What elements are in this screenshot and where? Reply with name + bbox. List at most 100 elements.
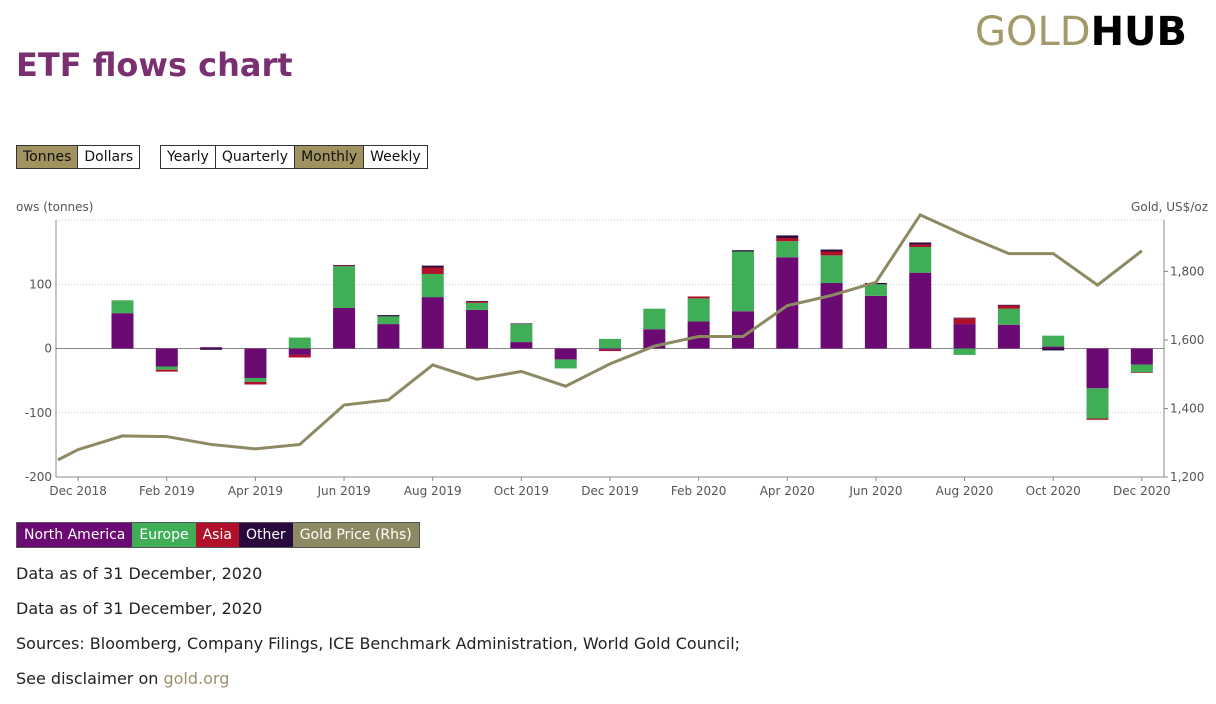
bar-europe xyxy=(155,366,178,370)
bar-europe xyxy=(554,359,577,369)
legend-asia[interactable]: Asia xyxy=(195,523,239,547)
bar-europe xyxy=(731,251,754,312)
bar-north-america xyxy=(421,297,444,349)
bar-asia xyxy=(466,301,489,303)
bar-other xyxy=(377,315,400,317)
bar-north-america xyxy=(200,347,223,349)
x-tick-label: Jun 2020 xyxy=(848,484,902,498)
bar-europe xyxy=(111,300,134,314)
data-as-of-note: Data as of 31 December, 2020 xyxy=(16,564,263,583)
bar-north-america xyxy=(909,272,932,349)
bar-asia xyxy=(776,237,799,242)
legend-north-america[interactable]: North America xyxy=(17,523,133,547)
left-tick-label: 100 xyxy=(29,277,52,291)
x-tick-label: Feb 2019 xyxy=(139,484,195,498)
bar-north-america xyxy=(599,348,621,350)
x-tick-label: Dec 2018 xyxy=(49,484,107,498)
bar-other xyxy=(510,323,533,325)
bar-north-america xyxy=(111,313,134,349)
logo-gold-text: GOLD xyxy=(975,9,1091,55)
x-tick-label: Oct 2020 xyxy=(1026,484,1081,498)
bar-other xyxy=(333,264,356,266)
bar-other xyxy=(731,250,754,252)
bar-other xyxy=(421,265,444,268)
yearly-button[interactable]: Yearly xyxy=(160,145,216,169)
bar-north-america xyxy=(997,324,1020,349)
bar-north-america xyxy=(864,295,887,349)
right-tick-label: 1,600 xyxy=(1170,333,1204,347)
bar-other xyxy=(953,317,976,319)
legend-gold-price[interactable]: Gold Price (Rhs) xyxy=(292,523,419,547)
bar-europe xyxy=(421,273,444,298)
bar-other xyxy=(200,348,223,350)
bar-other xyxy=(1042,348,1065,351)
bar-europe xyxy=(864,284,887,296)
data-as-of-note-repeat: Data as of 31 December, 2020 xyxy=(16,599,263,618)
x-tick-label: Jun 2019 xyxy=(317,484,371,498)
bar-north-america xyxy=(1130,348,1153,365)
bar-europe xyxy=(599,338,621,349)
disclaimer-prefix: See disclaimer on xyxy=(16,669,164,688)
bar-north-america xyxy=(333,308,356,349)
bar-north-america xyxy=(288,348,311,355)
bar-europe xyxy=(377,316,400,325)
bar-asia xyxy=(288,354,311,358)
bar-north-america xyxy=(554,348,577,360)
bar-asia xyxy=(909,244,932,247)
x-tick-label: Dec 2020 xyxy=(1113,484,1171,498)
left-axis-title: ows (tonnes) xyxy=(16,200,93,214)
legend-other[interactable]: Other xyxy=(238,523,293,547)
bar-north-america xyxy=(1086,348,1109,389)
bar-north-america xyxy=(820,282,843,349)
tonnes-button[interactable]: Tonnes xyxy=(16,145,79,169)
bar-north-america xyxy=(953,324,976,349)
right-axis-title: Gold, US$/oz xyxy=(1131,200,1208,214)
bar-other xyxy=(776,235,799,238)
bar-north-america xyxy=(1042,346,1065,349)
gold-org-link[interactable]: gold.org xyxy=(163,669,230,688)
x-tick-label: Feb 2020 xyxy=(671,484,727,498)
bar-europe xyxy=(953,348,976,355)
right-tick-label: 1,200 xyxy=(1170,470,1204,484)
weekly-button[interactable]: Weekly xyxy=(363,145,428,169)
bar-europe xyxy=(1086,388,1109,419)
right-tick-label: 1,800 xyxy=(1170,264,1204,278)
period-toggle: Yearly Quarterly Monthly Weekly xyxy=(160,145,428,169)
bar-europe xyxy=(776,241,799,258)
bar-europe xyxy=(909,246,932,273)
bar-other xyxy=(909,242,932,245)
bar-asia xyxy=(421,267,444,274)
x-tick-label: Apr 2020 xyxy=(760,484,815,498)
bar-europe xyxy=(333,266,356,309)
bar-asia xyxy=(333,265,356,267)
x-tick-label: Dec 2019 xyxy=(581,484,639,498)
bar-asia xyxy=(997,305,1020,309)
bar-europe xyxy=(510,324,533,343)
bar-north-america xyxy=(731,311,754,349)
goldhub-logo[interactable]: GOLDHUB xyxy=(975,10,1187,54)
bar-other xyxy=(820,249,843,252)
bar-asia xyxy=(687,296,710,299)
bar-north-america xyxy=(776,257,799,349)
monthly-button[interactable]: Monthly xyxy=(294,145,365,169)
bar-europe xyxy=(244,378,267,382)
bar-europe xyxy=(820,255,843,283)
dollars-button[interactable]: Dollars xyxy=(77,145,141,169)
bar-north-america xyxy=(466,309,489,349)
bar-asia xyxy=(1130,372,1153,373)
bar-europe xyxy=(687,298,710,322)
page-title: ETF flows chart xyxy=(16,46,293,84)
bar-asia xyxy=(820,251,843,256)
bar-asia xyxy=(244,381,267,385)
etf-flows-chart[interactable]: ows (tonnes) Gold, US$/oz -200 -100 0 100 1,20… xyxy=(0,195,1216,505)
bar-north-america xyxy=(377,324,400,349)
quarterly-button[interactable]: Quarterly xyxy=(214,145,296,169)
bar-europe xyxy=(466,302,489,310)
legend-europe[interactable]: Europe xyxy=(132,523,196,547)
chart-legend: North America Europe Asia Other Gold Pri… xyxy=(16,522,420,548)
bar-europe xyxy=(997,308,1020,325)
bar-asia xyxy=(1086,418,1109,420)
bar-other xyxy=(997,304,1020,306)
sources-note: Sources: Bloomberg, Company Filings, ICE… xyxy=(16,634,741,653)
bar-north-america xyxy=(510,342,533,349)
